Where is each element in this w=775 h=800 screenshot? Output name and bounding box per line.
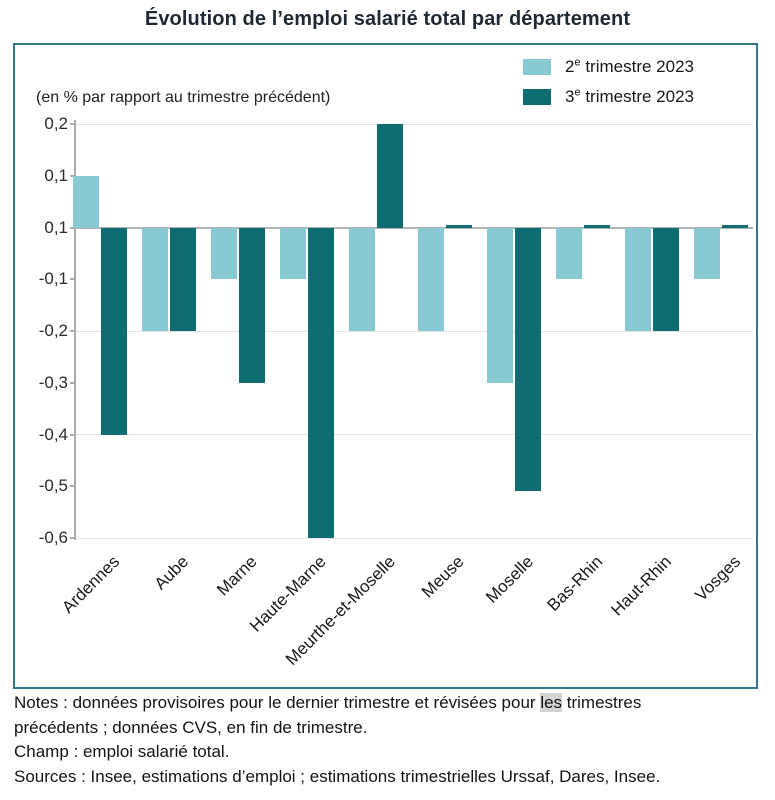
legend-swatch-q2-2023 xyxy=(523,59,551,75)
bar-meuse-t2-2023 xyxy=(417,227,444,331)
page-title: Évolution de l’emploi salarié total par … xyxy=(144,8,631,30)
bar-haut-rhin-t3-2023 xyxy=(652,227,679,331)
y-tick-label-3: -0,1 xyxy=(38,269,68,289)
bar-bas-rhin-t3-2023 xyxy=(583,224,610,228)
y-tick-label-0: 0,2 xyxy=(44,114,68,133)
y-tick-label-8: -0,6 xyxy=(38,528,68,547)
y-tick-mark-6 xyxy=(70,433,74,436)
note-line-1: Notes : données provisoires pour le dern… xyxy=(14,693,642,712)
bar-vosges-t3-2023 xyxy=(721,224,748,228)
y-axis-unit-label: (en % par rapport au trimestre précédent… xyxy=(36,89,331,106)
zero-baseline xyxy=(76,226,753,229)
legend-label-q2-2023: 2e trimestre 2023 xyxy=(565,56,694,76)
y-tick-label-6: -0,4 xyxy=(38,424,68,444)
y-tick-mark-2 xyxy=(70,226,74,229)
bar-aube-t2-2023 xyxy=(141,227,168,331)
gridline-0_2 xyxy=(76,123,753,125)
bar-haute-marne-t3-2023 xyxy=(307,227,334,538)
highlighted-word: les xyxy=(540,693,563,712)
bar-meuse-t3-2023 xyxy=(445,224,472,228)
y-tick-label-7: -0,5 xyxy=(38,476,68,496)
legend-item-q2-2023: 2e trimestre 2023 xyxy=(523,52,694,82)
bar-marne-t3-2023 xyxy=(238,227,265,383)
y-tick-mark-1 xyxy=(70,174,74,177)
y-axis-line xyxy=(74,120,76,540)
bar-aube-t3-2023 xyxy=(169,227,196,331)
footnotes: Notes : données provisoires pour le dern… xyxy=(14,691,764,789)
bar-marne-t2-2023 xyxy=(210,227,237,280)
bar-haute-marne-t2-2023 xyxy=(279,227,306,280)
y-tick-mark-8 xyxy=(70,537,74,539)
champ-line: Champ : emploi salarié total. xyxy=(14,742,230,762)
bar-meurthe-et-moselle-t3-2023 xyxy=(376,124,403,228)
y-tick-mark-0 xyxy=(70,123,74,125)
bar-moselle-t3-2023 xyxy=(514,227,541,492)
y-tick-label-4: -0,2 xyxy=(38,321,68,340)
bar-meurthe-et-moselle-t2-2023 xyxy=(348,227,375,331)
bar-ardennes-t2-2023 xyxy=(72,175,99,228)
y-tick-mark-4 xyxy=(70,330,74,332)
y-tick-mark-3 xyxy=(70,278,74,281)
bar-moselle-t2-2023 xyxy=(486,227,513,383)
bar-bas-rhin-t2-2023 xyxy=(555,227,582,280)
y-tick-label-2: 0,1 xyxy=(44,217,68,237)
legend-swatch-q3-2023 xyxy=(523,89,551,105)
legend-item-q3-2023: 3e trimestre 2023 xyxy=(523,82,694,112)
note-line-2: précédents ; données CVS, en fin de trim… xyxy=(14,717,368,737)
y-tick-label-5: -0,3 xyxy=(38,372,68,392)
gridline--0_2 xyxy=(76,330,753,332)
y-tick-mark-7 xyxy=(70,485,74,488)
legend: 2e trimestre 2023 3e trimestre 2023 xyxy=(523,52,694,112)
bar-haut-rhin-t2-2023 xyxy=(624,227,651,331)
legend-label-q3-2023: 3e trimestre 2023 xyxy=(565,86,694,106)
y-tick-label-1: 0,1 xyxy=(44,165,68,185)
bar-ardennes-t3-2023 xyxy=(100,227,127,435)
y-tick-mark-5 xyxy=(70,381,74,384)
sources-line: Sources : Insee, estimations d’emploi ; … xyxy=(14,766,661,786)
bar-vosges-t2-2023 xyxy=(693,227,720,280)
gridline--0_4 xyxy=(76,434,753,435)
gridline--0_6 xyxy=(76,537,753,539)
